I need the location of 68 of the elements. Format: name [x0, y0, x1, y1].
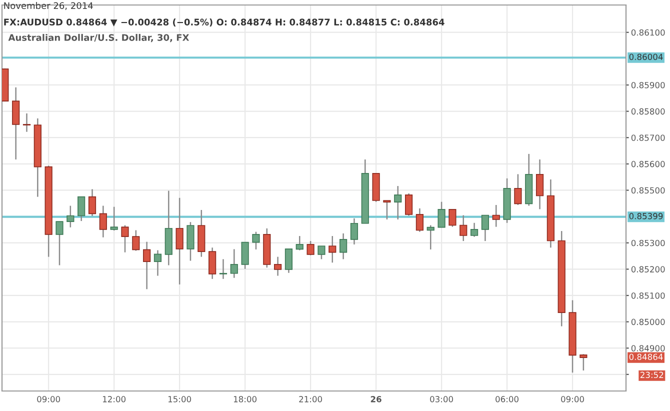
candlestick	[328, 235, 336, 264]
y-tick-label: 0.85200	[631, 266, 665, 272]
candlestick	[296, 235, 304, 251]
candlestick	[492, 204, 500, 228]
ref-line-label: 0.86004	[629, 54, 663, 60]
y-tick-label: 0.85000	[631, 318, 665, 326]
candlestick	[121, 224, 129, 253]
candlestick	[274, 256, 282, 276]
candlestick	[143, 241, 151, 290]
candlestick	[132, 230, 140, 252]
candlestick	[350, 218, 358, 246]
y-tick-label: 0.84900	[631, 345, 665, 352]
candlestick	[404, 192, 413, 216]
x-tick-label: 09:00	[37, 396, 60, 402]
candlestick	[394, 185, 402, 220]
candlestick	[12, 86, 20, 160]
candlestick	[460, 214, 468, 242]
text: 0.84864	[629, 354, 663, 360]
candlestick	[56, 220, 64, 266]
text: 23:52	[640, 372, 664, 378]
x-tick-label: 18:00	[234, 396, 257, 402]
candlestick	[88, 188, 96, 217]
candlestick	[514, 174, 522, 206]
candlestick	[481, 214, 490, 242]
y-tick-label: 0.85300	[631, 240, 665, 246]
x-tick-label: 26	[370, 396, 382, 402]
candlestick	[580, 354, 588, 372]
candlestick	[416, 208, 424, 232]
candlestick	[78, 196, 86, 222]
candlestick	[536, 158, 544, 210]
candlestick	[110, 206, 118, 232]
candlestick	[154, 250, 162, 276]
candlestick	[383, 200, 391, 220]
candlestick	[318, 245, 326, 260]
y-tick-label: 0.86100	[631, 29, 665, 36]
x-tick-label: 21:00	[299, 396, 322, 402]
text: Australian Dollar/U.S. Dollar, 30, FX	[8, 34, 190, 42]
x-tick-label: 03:00	[430, 396, 453, 402]
y-tick-label: 0.85900	[631, 82, 665, 88]
candlestick	[219, 258, 228, 280]
candlestick	[66, 205, 74, 228]
x-tick-label: 06:00	[496, 396, 518, 402]
annotation: FX:AUDUSD 0.84864 ▼ −0.00428 (−0.5%) O: 0.84874 H: 0.84877 L: 0.84815 C: 0.84864	[4, 18, 444, 27]
candlestick	[22, 112, 31, 132]
candlestick	[176, 197, 184, 286]
candlestick	[470, 222, 478, 238]
ref-line-label: 0.85399	[629, 212, 663, 220]
candlestick	[241, 242, 249, 270]
candlestick	[230, 248, 238, 278]
x-tick-label: 15:00	[168, 396, 192, 402]
y-tick-label: 0.85500	[631, 187, 665, 194]
candlestick	[426, 224, 434, 250]
y-tick-label: 0.85600	[631, 160, 665, 168]
y-tick-label: 0.85800	[631, 108, 665, 115]
chart-subtitle: November 26, 2014	[4, 2, 93, 10]
candlestick	[339, 232, 348, 260]
x-tick-label: 09:00	[561, 396, 584, 402]
x-tick-label: 12:00	[102, 396, 126, 402]
candlestick	[99, 205, 107, 238]
candlestick	[438, 201, 446, 228]
y-tick-label: 0.85700	[631, 134, 665, 141]
candlestick	[448, 208, 456, 228]
candlestick	[208, 246, 216, 280]
y-tick-label: 0.85100	[631, 292, 665, 299]
candlestick	[252, 231, 260, 250]
candlestick	[306, 240, 314, 256]
candlestick	[186, 221, 194, 262]
candlestick	[284, 248, 293, 274]
